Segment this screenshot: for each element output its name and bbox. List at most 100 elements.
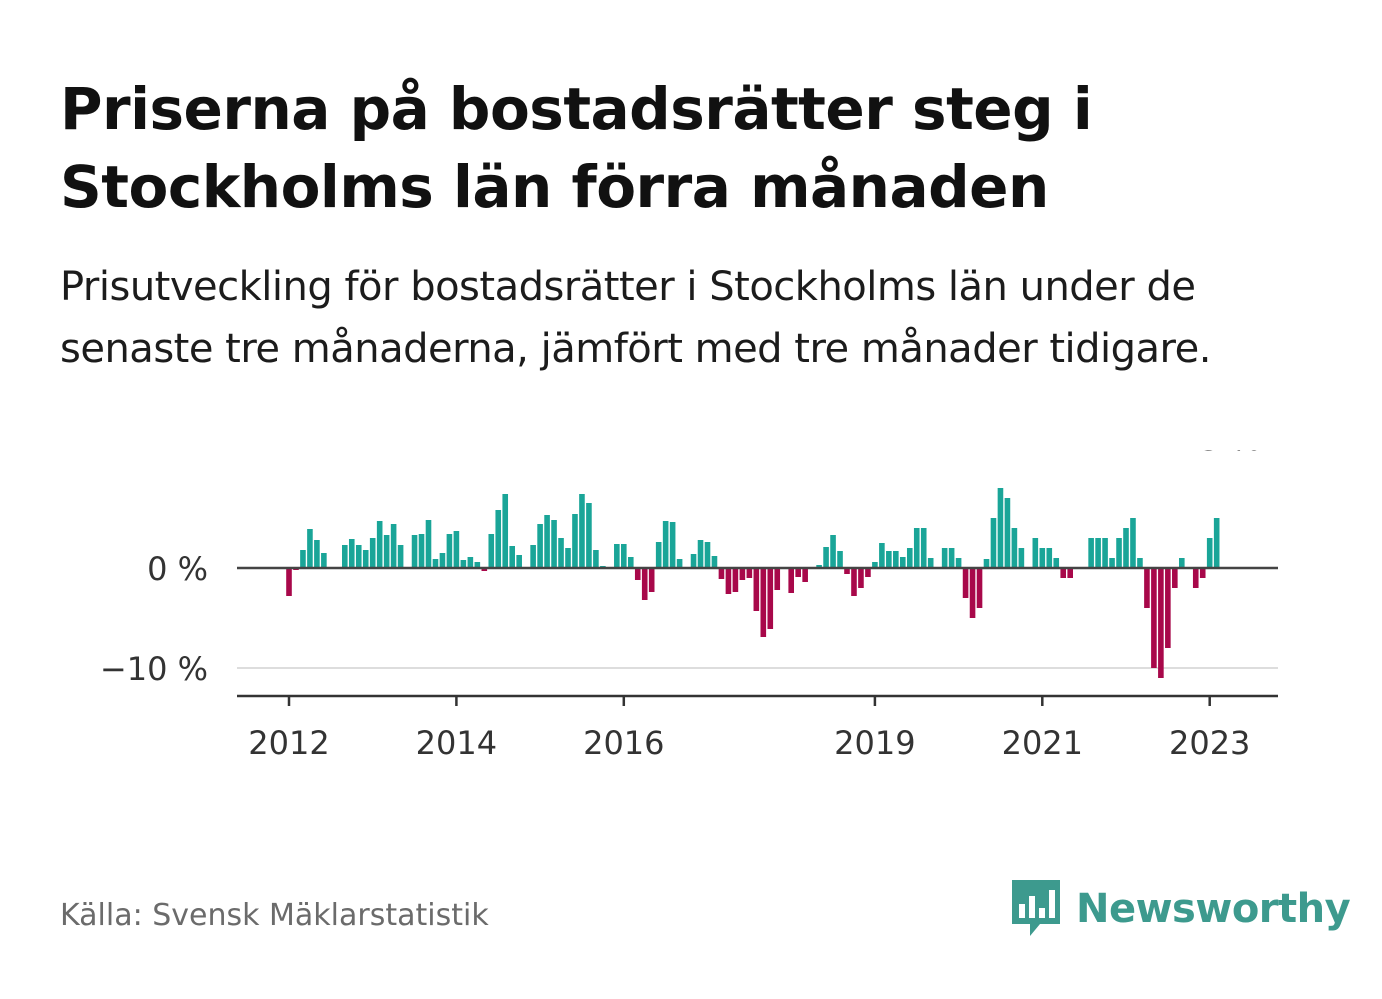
bar-2020-01 [955, 558, 962, 568]
bar-2015-04 [558, 538, 564, 568]
axes [237, 566, 1278, 706]
bar-2015-06 [572, 514, 578, 568]
bar-2022-05 [1151, 568, 1157, 668]
bar-2012-10 [348, 539, 355, 568]
bar-2015-08 [586, 503, 592, 568]
bar-2022-06 [1158, 568, 1164, 678]
bar-2019-06 [906, 548, 913, 568]
x-tick-label-2: 2016 [583, 724, 664, 762]
bar-2016-01 [621, 544, 627, 568]
bar-2016-04 [641, 568, 648, 600]
bar-2012-05 [314, 540, 320, 568]
bar-2014-03 [467, 557, 474, 568]
x-tick-label-3: 2019 [834, 724, 915, 762]
bar-2020-10 [1018, 548, 1025, 568]
bar-2020-08 [1004, 498, 1011, 568]
chart-subtitle: Prisutveckling för bostadsrätter i Stock… [60, 264, 1211, 372]
bar-2021-08 [1088, 538, 1094, 568]
source-note: Källa: Svensk Mäklarstatistik [60, 898, 489, 933]
bar-2015-01 [537, 524, 543, 568]
bar-2019-05 [900, 557, 906, 568]
bar-2017-10 [767, 568, 774, 629]
bar-2015-03 [551, 520, 557, 568]
bar-2021-11 [1109, 558, 1115, 568]
bar-2022-09 [1179, 558, 1185, 568]
bar-2013-11 [439, 553, 446, 568]
bar-2021-12 [1116, 538, 1122, 568]
bar-2019-09 [927, 558, 934, 568]
bar-2022-12 [1199, 568, 1206, 578]
bar-2021-09 [1095, 538, 1101, 568]
bar-2013-08 [418, 534, 425, 568]
bar-2019-07 [913, 528, 920, 568]
bar-2012-06 [321, 553, 327, 568]
bar-2018-02 [795, 568, 801, 577]
bar-2014-06 [488, 534, 495, 568]
bar-2013-04 [390, 524, 397, 568]
bar-2018-10 [851, 568, 857, 596]
bar-2013-03 [383, 535, 390, 568]
bar-2020-04 [976, 568, 983, 608]
bar-2019-03 [886, 551, 892, 568]
bar-2018-09 [844, 568, 850, 574]
bar-2016-08 [669, 522, 676, 568]
bar-2020-03 [969, 568, 976, 618]
bar-2015-09 [593, 550, 599, 568]
bar-2019-01 [872, 562, 878, 568]
bar-2016-05 [648, 568, 655, 592]
bar-2012-11 [355, 545, 362, 568]
bar-2022-11 [1192, 568, 1199, 588]
bar-2012-12 [362, 550, 369, 568]
bar-2014-07 [495, 510, 502, 568]
bar-2015-07 [579, 494, 585, 568]
bar-2019-02 [879, 543, 885, 568]
bar-2016-12 [697, 540, 704, 568]
bar-2012-09 [342, 545, 348, 568]
bar-2016-07 [662, 521, 669, 568]
bar-2014-12 [530, 545, 536, 568]
bar-2016-06 [655, 542, 662, 568]
bar-2012-01 [286, 568, 292, 596]
latest-value-label: 5 % [1200, 450, 1261, 458]
bar-2013-12 [446, 534, 453, 568]
bar-2020-09 [1011, 528, 1018, 568]
bar-2022-04 [1144, 568, 1150, 608]
bar-2013-01 [369, 538, 376, 568]
bar-2021-04 [1060, 568, 1067, 578]
bar-2016-02 [627, 557, 634, 568]
bar-2018-06 [823, 547, 829, 568]
bar-2014-10 [516, 555, 522, 568]
bar-2014-01 [453, 531, 460, 568]
bar-2022-02 [1130, 518, 1136, 568]
bar-2014-09 [509, 546, 515, 568]
x-tick-label-0: 2012 [248, 724, 329, 762]
bar-2018-01 [788, 568, 794, 593]
bar-2020-06 [990, 518, 997, 568]
bar-2012-04 [307, 529, 313, 568]
bar-2021-01 [1039, 548, 1046, 568]
bar-2016-03 [634, 568, 641, 580]
bar-2021-05 [1067, 568, 1073, 578]
brand-logo: Newsworthy [1010, 878, 1351, 940]
brand-name: Newsworthy [1076, 886, 1351, 932]
bar-2020-02 [962, 568, 969, 598]
bar-2021-03 [1053, 558, 1060, 568]
bar-2017-11 [774, 568, 781, 590]
bar-2017-05 [732, 568, 739, 592]
bar-2012-03 [300, 550, 306, 568]
bar-2013-07 [411, 535, 418, 568]
x-tick-label-4: 2021 [1002, 724, 1083, 762]
bar-2018-05 [816, 565, 822, 568]
bar-2017-04 [725, 568, 732, 594]
x-tick-label-5: 2023 [1169, 724, 1250, 762]
bar-2018-08 [837, 551, 843, 568]
bar-2017-08 [753, 568, 760, 611]
bar-2021-02 [1046, 548, 1053, 568]
bar-2017-01 [704, 542, 711, 568]
bar-chart: 2012 2014 2016 2019 2021 2023 0 % −10 % 5 % [100, 450, 1278, 762]
bar-2014-04 [474, 562, 481, 568]
bar-2018-03 [802, 568, 808, 582]
bar-2019-12 [948, 548, 955, 568]
bar-2013-10 [432, 559, 439, 568]
x-tick-label-1: 2014 [416, 724, 497, 762]
